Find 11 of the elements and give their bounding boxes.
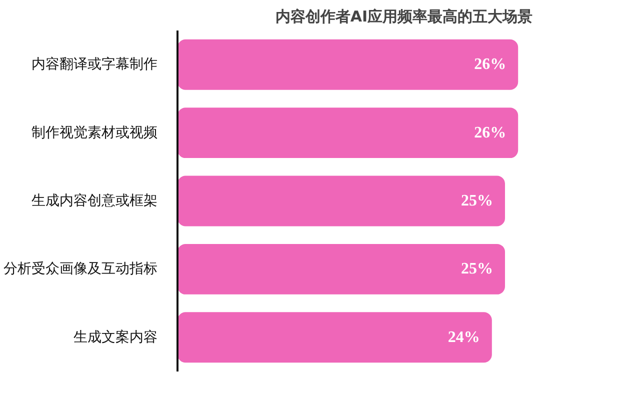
y-tick-label: 分析受众画像及互动指标 xyxy=(4,261,158,278)
y-tick-label: 内容翻译或字幕制作 xyxy=(32,56,158,73)
data-label: 24% xyxy=(448,328,480,346)
y-tick-label: 生成内容创意或框架 xyxy=(32,193,158,209)
data-label: 26% xyxy=(474,56,506,74)
chart-title: 内容创作者AI应用频率最高的五大场景 xyxy=(275,8,533,26)
data-label: 25% xyxy=(461,260,493,278)
data-label: 26% xyxy=(474,124,506,142)
data-label: 25% xyxy=(461,192,493,210)
y-tick-label: 制作视觉素材或视频 xyxy=(32,124,158,141)
y-tick-label: 生成文案内容 xyxy=(74,328,158,346)
